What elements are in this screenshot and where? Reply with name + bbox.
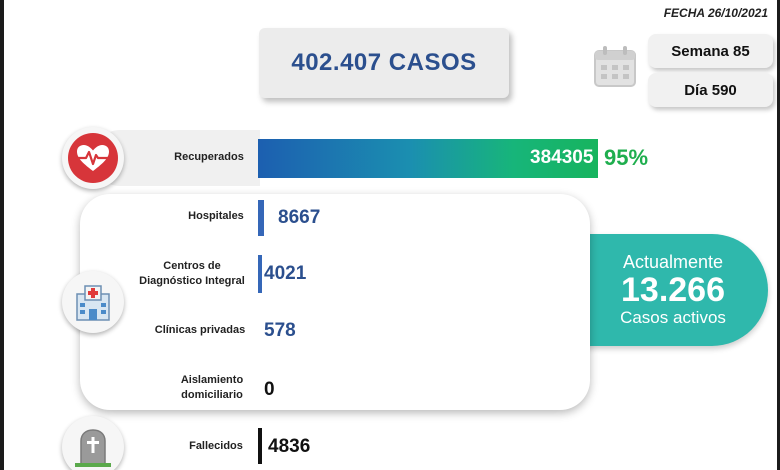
recovered-label: Recuperados — [174, 151, 244, 163]
care-value-0: 8667 — [278, 207, 321, 228]
care-label-1: Centros de Diagnóstico Integral — [139, 260, 245, 287]
active-value: 13.266 — [621, 271, 725, 309]
total-cases-box: 402.407 CASOS — [259, 28, 509, 98]
heart-pulse-icon — [77, 145, 109, 171]
deaths-bar — [258, 428, 262, 464]
hospital-icon — [76, 285, 110, 321]
care-value-1: 4021 — [264, 263, 307, 284]
total-cases-text: 402.407 CASOS — [291, 49, 477, 76]
active-heading: Actualmente — [622, 252, 724, 272]
care-value-3: 0 — [264, 379, 275, 400]
recovered-bar — [258, 139, 598, 178]
care-bar-1 — [258, 255, 262, 293]
active-caption: Casos activos — [620, 308, 726, 327]
day-badge: Día 590 — [648, 73, 773, 107]
frame-left-edge — [0, 0, 4, 470]
care-value-2: 578 — [264, 320, 296, 341]
tombstone-icon — [75, 429, 111, 467]
recovered-percent: 95% — [604, 145, 649, 170]
recovered-icon-circle — [62, 127, 124, 189]
report-date: FECHA 26/10/2021 — [663, 6, 768, 20]
week-badge: Semana 85 — [648, 34, 773, 68]
care-label-3: Aislamiento domiciliario — [180, 374, 244, 401]
care-label-2: Clínicas privadas — [154, 324, 246, 336]
recovered-value: 384305 — [530, 147, 594, 168]
care-locations-panel — [80, 194, 590, 410]
hospital-icon-circle — [62, 271, 124, 333]
frame-right-edge — [777, 0, 780, 470]
care-label-0: Hospitales — [188, 210, 244, 222]
deaths-icon-circle — [62, 416, 124, 470]
deaths-value: 4836 — [268, 436, 311, 457]
active-cases-box: Actualmente 13.266 Casos activos — [578, 234, 768, 346]
calendar-icon — [594, 46, 636, 87]
care-bar-0 — [258, 200, 264, 236]
deaths-label: Fallecidos — [189, 440, 243, 452]
